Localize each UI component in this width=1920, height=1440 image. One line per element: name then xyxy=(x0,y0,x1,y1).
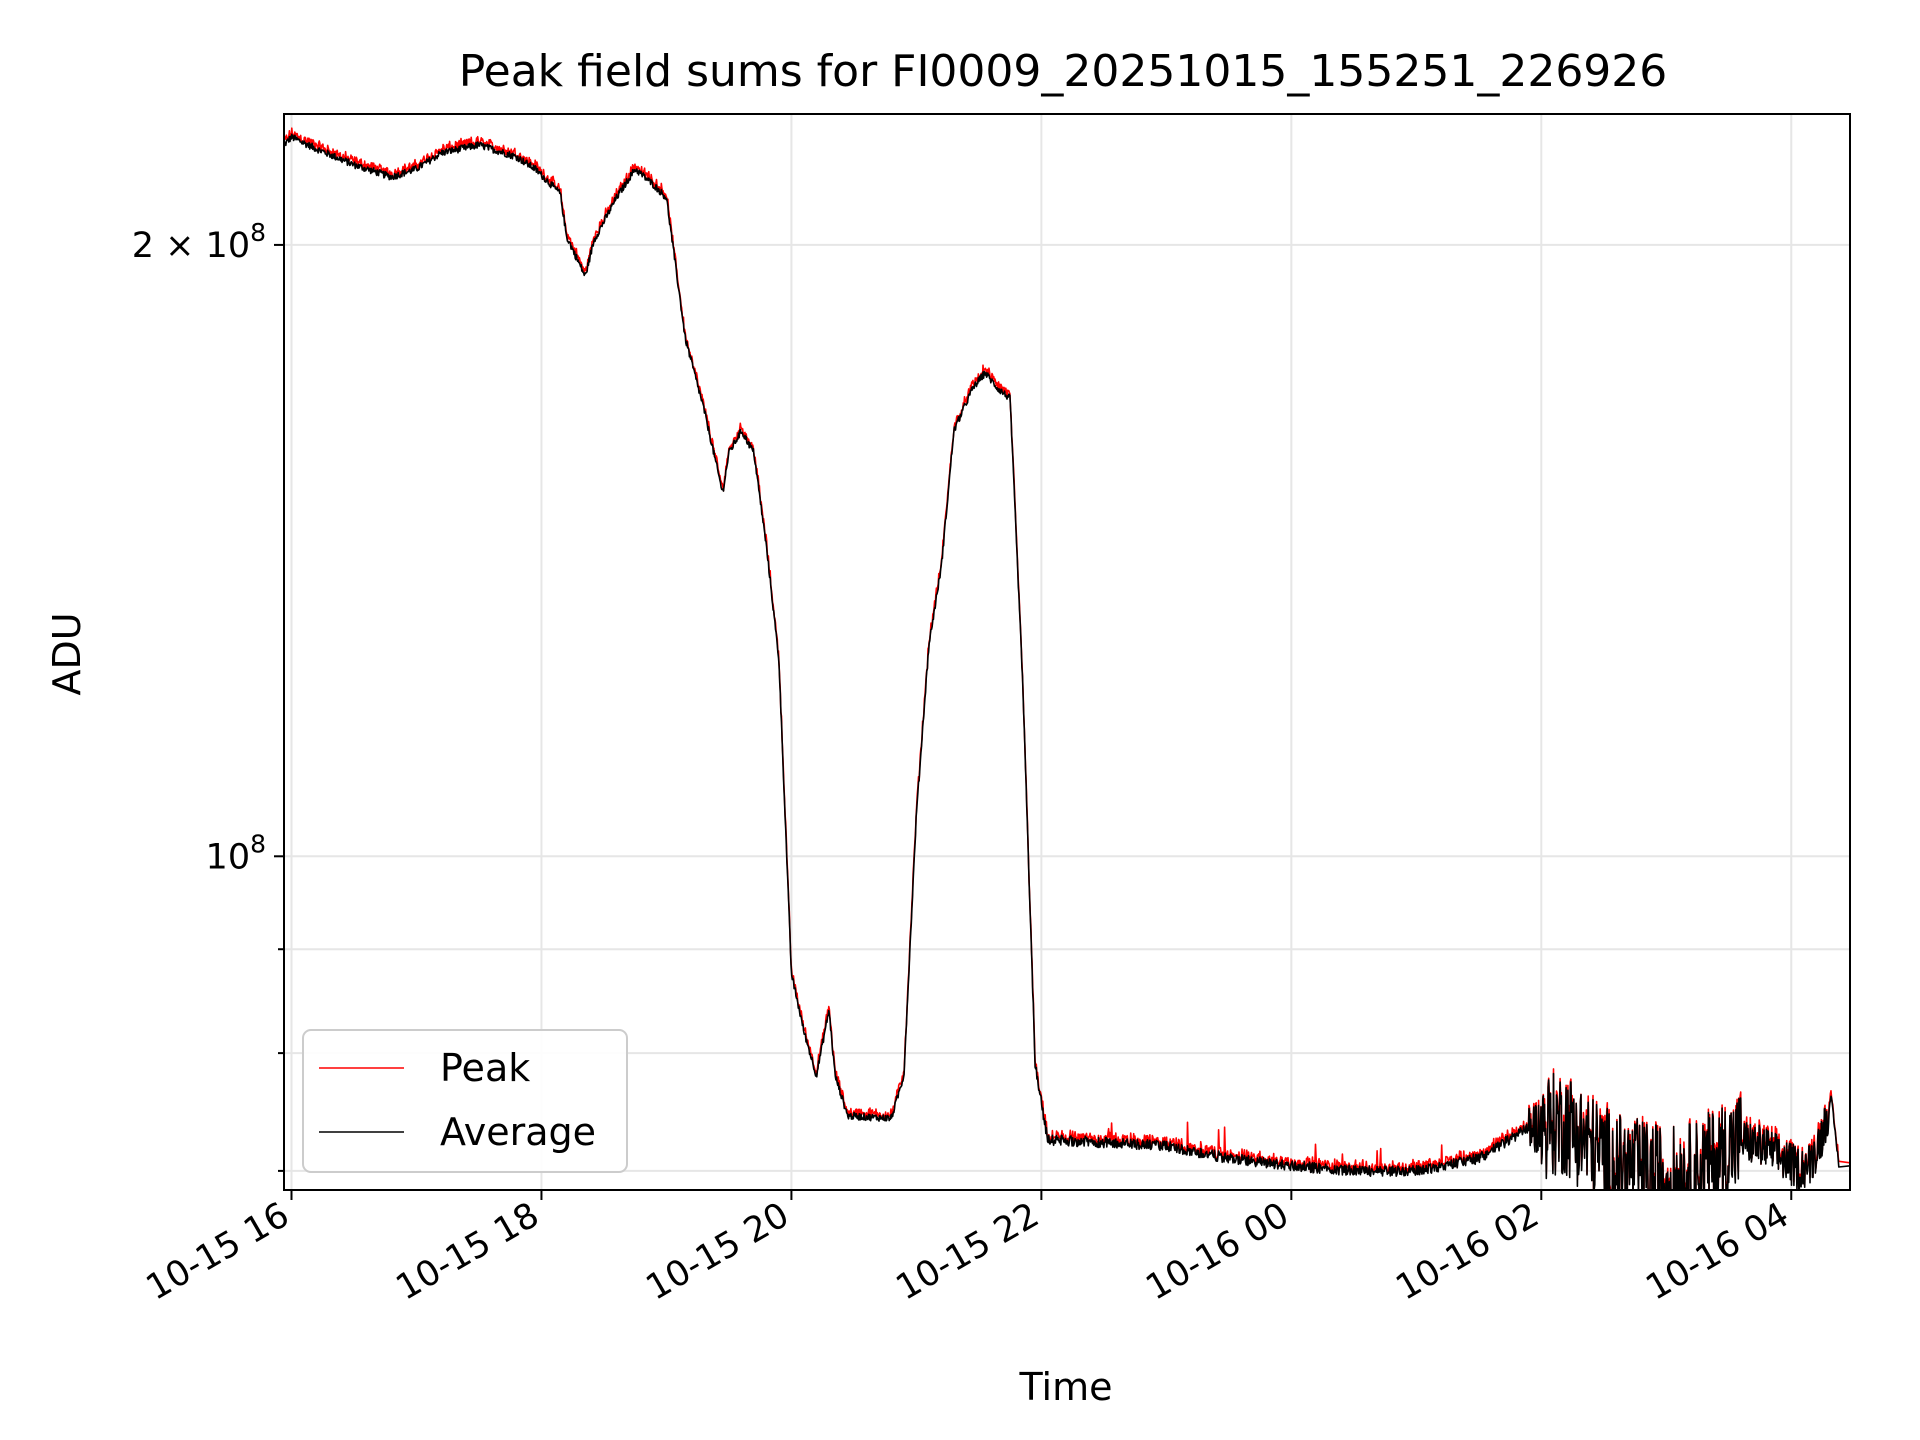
x-tick-label: 10-15 16 xyxy=(140,1195,296,1308)
x-tick-label: 10-16 02 xyxy=(1390,1195,1546,1308)
x-tick-label: 10-15 22 xyxy=(890,1195,1046,1308)
y-tick-label: 2 × 108 xyxy=(132,218,266,266)
series-line-average xyxy=(284,133,1850,1190)
y-axis-label: ADU xyxy=(45,612,89,695)
x-tick-label: 10-15 18 xyxy=(390,1195,546,1308)
legend: Peak Average xyxy=(302,1029,628,1173)
plot-frame xyxy=(283,113,1851,1191)
x-axis: 10-15 16 10-15 18 10-15 20 10-15 22 10-16 00… xyxy=(140,1190,1796,1308)
x-tick-label: 10-16 04 xyxy=(1639,1195,1795,1308)
grid xyxy=(284,114,1850,1190)
series-layer xyxy=(284,127,1850,1190)
x-tick-label: 10-15 20 xyxy=(640,1195,796,1308)
chart-title: Peak field sums for FI0009_20251015_1552… xyxy=(459,46,1668,97)
y-tick-label: 108 xyxy=(206,829,266,877)
x-axis-label: Time xyxy=(1019,1365,1113,1409)
legend-label-average: Average xyxy=(440,1110,596,1154)
legend-label-peak: Peak xyxy=(440,1046,530,1090)
x-tick-label: 10-16 00 xyxy=(1140,1195,1296,1308)
y-axis: 2 × 108 108 xyxy=(132,218,284,1172)
legend-box xyxy=(302,1029,628,1173)
